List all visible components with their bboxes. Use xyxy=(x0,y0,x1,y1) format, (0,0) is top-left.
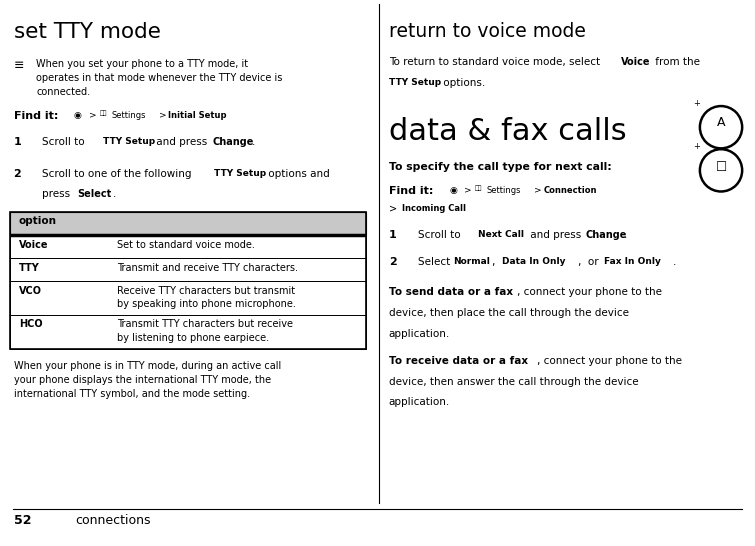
Text: >: > xyxy=(89,111,97,120)
Text: options and: options and xyxy=(265,169,330,179)
Text: Transmit TTY characters but receive
by listening to phone earpiece.: Transmit TTY characters but receive by l… xyxy=(117,319,293,343)
FancyBboxPatch shape xyxy=(10,235,366,258)
Text: >: > xyxy=(389,204,397,213)
Text: device, then place the call through the device: device, then place the call through the … xyxy=(389,308,629,318)
Text: To return to standard voice mode, select: To return to standard voice mode, select xyxy=(389,57,603,67)
Text: +: + xyxy=(693,142,701,151)
Text: Scroll to one of the following: Scroll to one of the following xyxy=(42,169,195,179)
Text: When you set your phone to a TTY mode, it
operates in that mode whenever the TTY: When you set your phone to a TTY mode, i… xyxy=(36,59,282,97)
Text: Change: Change xyxy=(212,137,254,147)
Text: , connect your phone to the: , connect your phone to the xyxy=(517,287,662,297)
Text: VCO: VCO xyxy=(19,286,42,295)
Text: Receive TTY characters but transmit
by speaking into phone microphone.: Receive TTY characters but transmit by s… xyxy=(117,286,296,309)
Text: , connect your phone to the: , connect your phone to the xyxy=(537,356,682,366)
Text: Scroll to: Scroll to xyxy=(42,137,88,147)
Text: .: . xyxy=(673,257,676,267)
Text: option: option xyxy=(19,216,57,226)
Text: HCO: HCO xyxy=(19,319,42,329)
Text: options.: options. xyxy=(440,78,485,88)
Text: When your phone is in TTY mode, during an active call
your phone displays the in: When your phone is in TTY mode, during a… xyxy=(14,361,281,399)
Text: ◉: ◉ xyxy=(74,111,82,120)
Text: Initial Setup: Initial Setup xyxy=(168,111,226,120)
Text: set TTY mode: set TTY mode xyxy=(14,22,161,42)
Text: Transmit and receive TTY characters.: Transmit and receive TTY characters. xyxy=(117,263,298,272)
Text: .: . xyxy=(251,137,254,147)
FancyBboxPatch shape xyxy=(10,281,366,315)
Text: Find it:: Find it: xyxy=(389,186,433,195)
Text: ,: , xyxy=(492,257,502,267)
Text: >: > xyxy=(159,111,166,120)
FancyBboxPatch shape xyxy=(10,258,366,281)
Text: 2: 2 xyxy=(14,169,21,179)
Text: data & fax calls: data & fax calls xyxy=(389,117,627,146)
Text: To specify the call type for next call:: To specify the call type for next call: xyxy=(389,162,612,172)
Text: Find it:: Find it: xyxy=(14,111,58,121)
Text: ≡: ≡ xyxy=(14,59,24,72)
Text: TTY Setup: TTY Setup xyxy=(214,169,266,177)
Text: application.: application. xyxy=(389,397,450,407)
Text: ◉: ◉ xyxy=(449,186,457,194)
Text: return to voice mode: return to voice mode xyxy=(389,22,586,41)
Text: Change: Change xyxy=(585,230,627,240)
Text: ,  or: , or xyxy=(578,257,602,267)
Text: To receive data or a fax: To receive data or a fax xyxy=(389,356,528,366)
Text: Select: Select xyxy=(77,189,111,199)
Text: 1: 1 xyxy=(14,137,21,147)
Text: TTY Setup: TTY Setup xyxy=(103,137,155,146)
FancyBboxPatch shape xyxy=(10,315,366,349)
Text: .: . xyxy=(624,230,627,240)
Text: device, then answer the call through the device: device, then answer the call through the… xyxy=(389,377,639,387)
Text: >: > xyxy=(534,186,541,194)
Text: Settings: Settings xyxy=(487,186,522,194)
Text: press: press xyxy=(42,189,74,199)
Text: 52: 52 xyxy=(14,514,31,527)
Text: >: > xyxy=(464,186,472,194)
Text: Voice: Voice xyxy=(621,57,651,67)
Text: Incoming Call: Incoming Call xyxy=(402,204,467,212)
Text: TTY: TTY xyxy=(19,263,39,272)
Text: Fax In Only: Fax In Only xyxy=(604,257,661,266)
Text: from the: from the xyxy=(652,57,700,67)
Text: Set to standard voice mode.: Set to standard voice mode. xyxy=(117,240,255,250)
Text: Connection: Connection xyxy=(544,186,597,194)
Text: Data In Only: Data In Only xyxy=(502,257,565,266)
Text: Settings: Settings xyxy=(112,111,146,120)
Text: 设置: 设置 xyxy=(475,186,482,191)
Text: Normal: Normal xyxy=(453,257,490,266)
Text: application.: application. xyxy=(389,329,450,339)
Text: and press: and press xyxy=(527,230,584,240)
Text: Next Call: Next Call xyxy=(478,230,524,239)
Text: Voice: Voice xyxy=(19,240,48,250)
Text: 设置: 设置 xyxy=(100,111,107,116)
Text: .: . xyxy=(113,189,116,199)
Text: 2: 2 xyxy=(389,257,396,267)
Text: A: A xyxy=(716,116,726,129)
Text: +: + xyxy=(693,99,701,108)
Text: TTY Setup: TTY Setup xyxy=(389,78,441,87)
Text: ☐: ☐ xyxy=(716,161,726,174)
Text: Select: Select xyxy=(418,257,453,267)
FancyBboxPatch shape xyxy=(10,212,366,235)
Text: connections: connections xyxy=(76,514,151,527)
Text: and press: and press xyxy=(153,137,211,147)
Text: Scroll to: Scroll to xyxy=(418,230,464,240)
Text: To send data or a fax: To send data or a fax xyxy=(389,287,513,297)
Text: 1: 1 xyxy=(389,230,396,240)
